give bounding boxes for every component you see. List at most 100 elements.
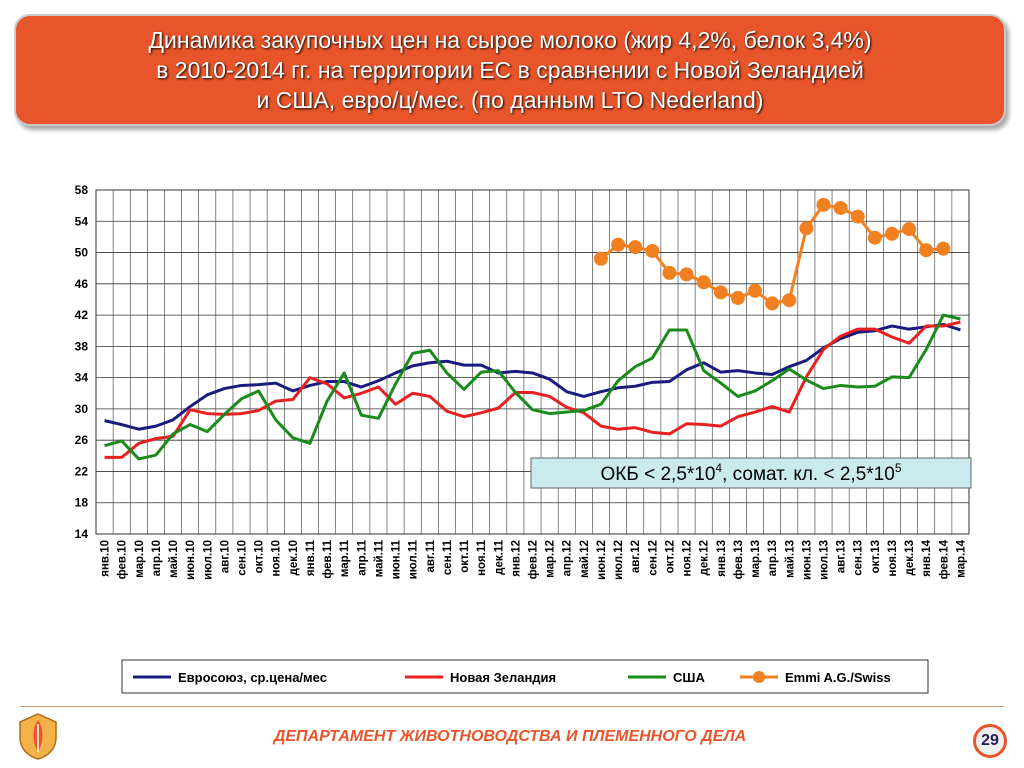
x-tick-label: авг.13 xyxy=(836,540,848,573)
x-tick-label: окт.12 xyxy=(664,540,676,573)
x-tick-label: янв.14 xyxy=(921,539,933,576)
x-tick-label: фев.11 xyxy=(322,539,334,578)
x-tick-label: сен.10 xyxy=(237,540,249,576)
x-tick-label: мар.14 xyxy=(955,539,967,577)
series-2 xyxy=(104,313,961,461)
series-line xyxy=(104,313,961,461)
legend-label: Новая Зеландия xyxy=(450,670,556,685)
annotation-text: ОКБ < 2,5*104, сомат. кл. < 2,5*105 xyxy=(601,461,902,485)
x-tick-label: фев.14 xyxy=(938,539,950,579)
x-tick-label: дек.13 xyxy=(904,540,916,575)
y-tick-label: 30 xyxy=(75,402,89,416)
series-line xyxy=(104,322,961,431)
x-tick-label: янв.11 xyxy=(305,539,317,576)
data-point xyxy=(765,296,780,311)
agriculture-emblem-icon xyxy=(19,713,57,760)
data-point xyxy=(902,222,917,237)
y-tick-label: 22 xyxy=(75,464,89,478)
series-0 xyxy=(104,322,961,431)
x-tick-label: янв.10 xyxy=(100,540,112,577)
data-point xyxy=(884,226,899,241)
chart-series xyxy=(104,197,961,461)
x-tick-label: июл.11 xyxy=(408,539,420,579)
series-1 xyxy=(104,320,961,459)
data-point xyxy=(833,200,848,215)
x-tick-label: ноя.11 xyxy=(476,539,488,575)
y-tick-label: 46 xyxy=(75,277,89,291)
y-tick-label: 38 xyxy=(75,339,89,353)
x-tick-label: окт.11 xyxy=(459,539,471,572)
x-tick-label: июн.10 xyxy=(185,540,197,580)
x-tick-label: сен.13 xyxy=(853,540,865,576)
data-point xyxy=(645,243,660,258)
data-point xyxy=(679,267,694,282)
x-tick-label: май.13 xyxy=(784,540,796,578)
page-number: 29 xyxy=(973,724,1007,758)
x-tick-label: ноя.10 xyxy=(271,540,283,577)
x-tick-label: мар.11 xyxy=(339,539,351,577)
x-tick-label: мар.13 xyxy=(750,540,762,578)
x-tick-label: июн.11 xyxy=(391,539,403,579)
x-tick-label: июл.13 xyxy=(819,540,831,580)
line-chart: 14 18 22 26 30 34 38 42 46 50 54 58 янв.10 фев.10 мар… xyxy=(75,183,972,694)
x-tick-label: дек.12 xyxy=(699,540,711,575)
y-axis-ticks: 14 18 22 26 30 34 38 42 46 50 54 58 xyxy=(75,183,89,541)
y-tick-label: 14 xyxy=(75,527,89,541)
data-point xyxy=(748,283,763,298)
x-tick-label: мар.12 xyxy=(545,540,557,578)
data-point xyxy=(850,209,865,224)
x-tick-label: июн.12 xyxy=(596,540,608,580)
data-point xyxy=(662,265,677,280)
y-tick-label: 42 xyxy=(75,308,89,322)
series-3 xyxy=(593,197,951,311)
slide-title: Динамика закупочных цен на сырое молоко … xyxy=(148,27,872,113)
legend-box xyxy=(121,659,929,694)
y-tick-label: 58 xyxy=(75,183,89,197)
x-tick-label: дек.11 xyxy=(493,539,505,574)
x-tick-label: окт.13 xyxy=(870,540,882,573)
chart-legend: Евросоюз, ср.цена/мес Новая Зеландия США Em… xyxy=(121,659,929,694)
data-point xyxy=(628,240,643,255)
x-tick-label: фев.12 xyxy=(528,540,540,579)
x-tick-label: апр.12 xyxy=(562,540,574,576)
data-point xyxy=(867,230,882,245)
data-point xyxy=(816,197,831,212)
x-tick-label: авг.11 xyxy=(425,539,437,572)
x-tick-label: май.10 xyxy=(168,540,180,578)
x-tick-label: июн.13 xyxy=(801,540,813,580)
legend-marker xyxy=(753,671,765,683)
x-tick-label: окт.10 xyxy=(254,540,266,573)
x-tick-label: сен.11 xyxy=(442,539,454,575)
chart-annotation: ОКБ < 2,5*104, сомат. кл. < 2,5*105 xyxy=(530,457,972,489)
data-point xyxy=(799,221,814,236)
y-tick-label: 50 xyxy=(75,246,89,260)
x-tick-label: дек.10 xyxy=(288,540,300,575)
x-tick-label: янв.12 xyxy=(510,540,522,577)
data-point xyxy=(936,241,951,256)
y-tick-label: 18 xyxy=(75,496,89,510)
legend-label: Emmi A.G./Swiss xyxy=(785,670,891,685)
x-tick-label: сен.12 xyxy=(647,540,659,576)
x-tick-label: мар.10 xyxy=(134,540,146,578)
data-point xyxy=(696,275,711,290)
x-tick-label: фев.13 xyxy=(733,540,745,579)
x-tick-label: май.12 xyxy=(579,540,591,578)
title-banner: Динамика закупочных цен на сырое молоко … xyxy=(14,14,1006,126)
x-tick-label: фев.10 xyxy=(117,540,129,579)
footer-divider xyxy=(20,706,1004,707)
y-tick-label: 34 xyxy=(75,371,89,385)
x-tick-label: ноя.13 xyxy=(887,540,899,577)
x-axis-ticks: янв.10 фев.10 мар.10 апр.10 май.10 июн.10 июл.… xyxy=(100,539,968,580)
data-point xyxy=(713,285,728,300)
x-tick-label: апр.11 xyxy=(356,539,368,575)
series-line xyxy=(104,320,961,459)
data-point xyxy=(730,290,745,305)
x-tick-label: авг.10 xyxy=(219,540,231,573)
data-point xyxy=(611,237,626,252)
data-point xyxy=(782,293,797,308)
y-tick-label: 54 xyxy=(75,214,89,228)
x-tick-label: янв.13 xyxy=(716,540,728,577)
y-tick-label: 26 xyxy=(75,433,89,447)
x-tick-label: июл.12 xyxy=(613,540,625,580)
footer-department: ДЕПАРТАМЕНТ ЖИВОТНОВОДСТВА И ПЛЕМЕННОГО … xyxy=(273,728,747,745)
